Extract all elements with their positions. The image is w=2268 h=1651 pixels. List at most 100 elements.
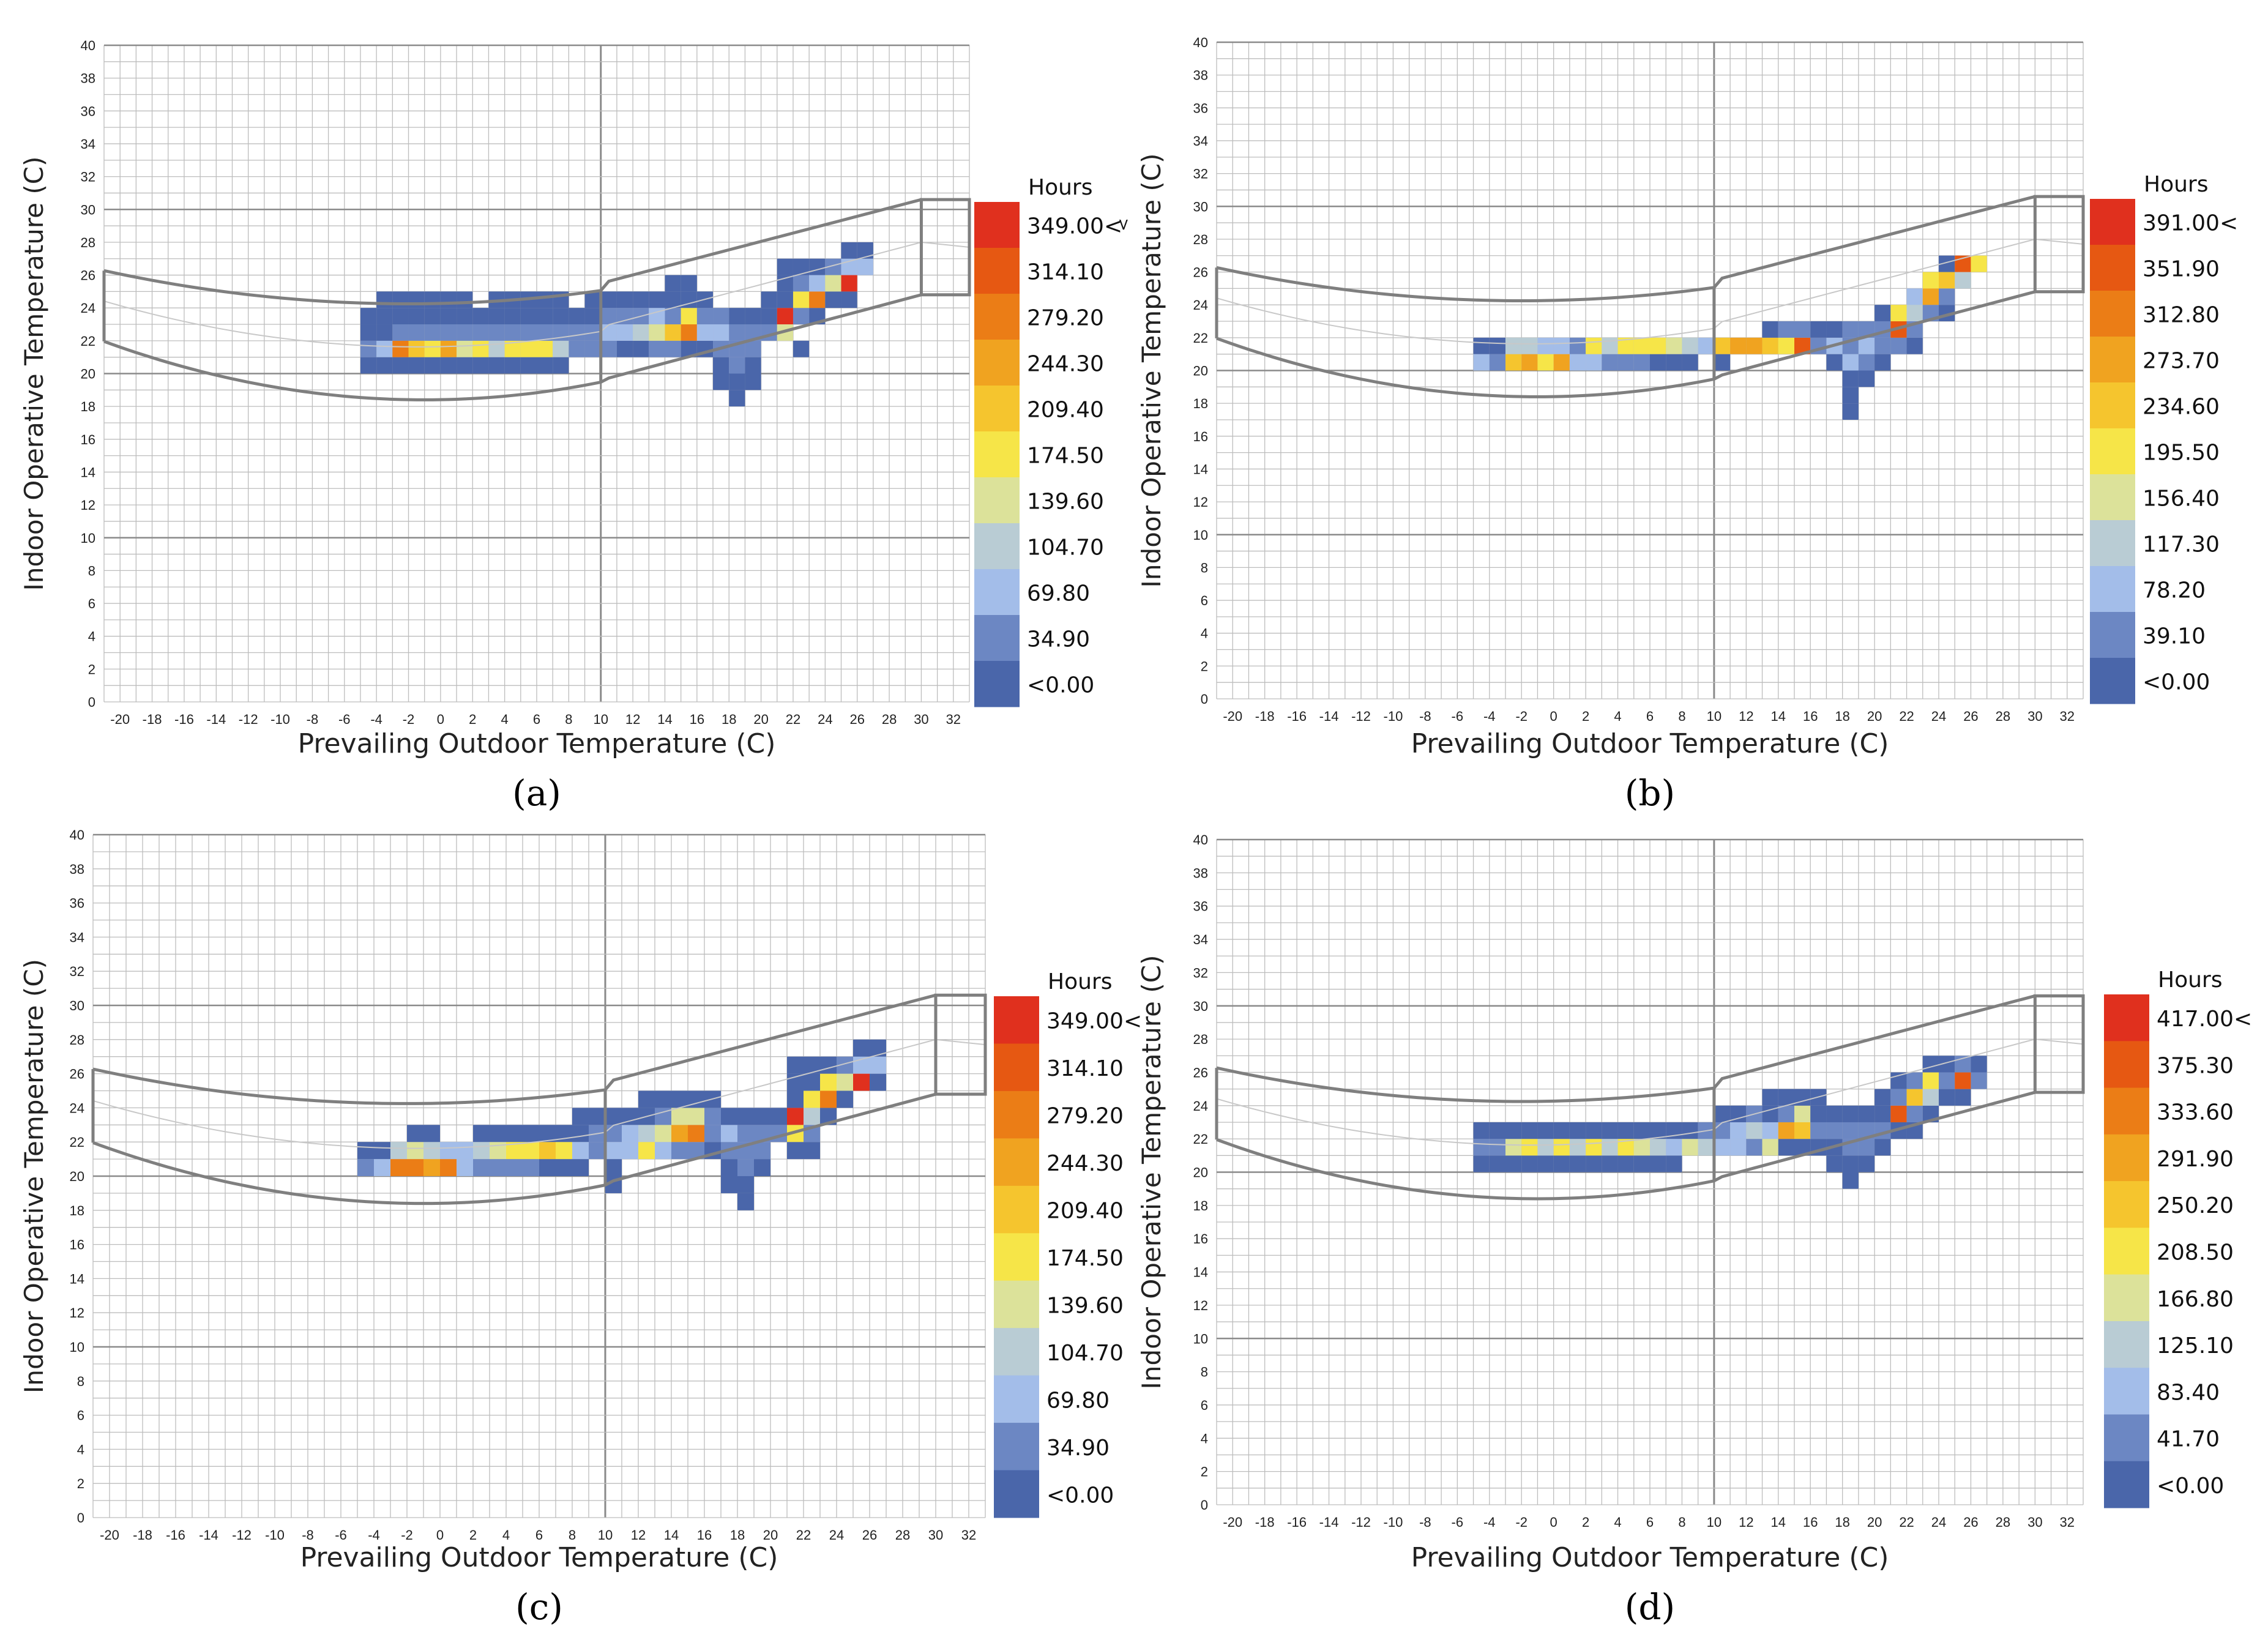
y-tick-label: 36 (81, 103, 95, 119)
y-tick-label: 36 (1193, 899, 1208, 914)
colorbar-label: <0.00 (2157, 1474, 2224, 1499)
colorbar-label: 244.30 (1046, 1151, 1124, 1176)
heat-cell (1778, 1105, 1794, 1122)
x-tick-label: -12 (232, 1527, 252, 1543)
x-tick-label: 4 (501, 712, 509, 727)
colorbar-swatch (974, 248, 1020, 294)
heat-cell (1586, 1155, 1602, 1172)
x-tick-label: 12 (631, 1527, 646, 1543)
heat-cell (1730, 1122, 1747, 1139)
heat-cell (1714, 1139, 1731, 1156)
comfort-lower-limit (1216, 1090, 2035, 1201)
comfort-end-box (934, 993, 987, 1096)
heat-cell (633, 340, 649, 357)
heat-cell (1473, 337, 1490, 354)
heat-cell (804, 1142, 820, 1160)
heat-cell (1762, 1122, 1778, 1139)
x-tick-label: -20 (1223, 709, 1242, 724)
heat-cell (721, 1108, 737, 1125)
heat-cell (424, 308, 441, 325)
x-tick-label: 10 (593, 712, 608, 727)
x-tick-label: -16 (1287, 709, 1307, 724)
heat-cell (1489, 337, 1505, 354)
heat-cell (787, 1108, 804, 1125)
heat-cell (825, 291, 841, 308)
x-tick-label: -20 (100, 1527, 119, 1543)
heat-cell (1521, 1122, 1538, 1139)
x-tick-label: 24 (829, 1527, 844, 1543)
heat-cell (793, 291, 810, 308)
x-tick-label: -18 (133, 1527, 152, 1543)
x-tick-label: 4 (502, 1527, 510, 1543)
heat-cell (1858, 370, 1875, 387)
y-tick-label: 18 (70, 1203, 84, 1218)
colorbar-title: Hours (2158, 967, 2222, 993)
heat-cell (440, 1159, 457, 1176)
heat-cell (1586, 1122, 1602, 1139)
comfort-center-line (1216, 1038, 2084, 1146)
colorbar-label: 117.30 (2143, 532, 2220, 557)
heat-cell (1586, 1139, 1602, 1156)
x-tick-label: 24 (1931, 709, 1946, 724)
heat-cell (392, 324, 409, 341)
y-tick-label: 10 (81, 531, 95, 546)
heat-cell (671, 1108, 688, 1125)
heat-cell (1714, 337, 1731, 354)
heat-cell (390, 1159, 407, 1176)
heat-cell (473, 1142, 490, 1160)
heat-cell (1939, 288, 1955, 305)
x-tick-label: -20 (1223, 1515, 1242, 1530)
x-tick-label: -10 (1384, 709, 1403, 724)
heat-cell (1762, 337, 1778, 354)
heat-cell (605, 1108, 622, 1125)
colorbar-label: 139.60 (1046, 1293, 1124, 1318)
colorbar-swatch (994, 996, 1039, 1044)
heat-cell (1666, 354, 1682, 371)
heat-cell (1473, 354, 1490, 371)
y-tick-label: 4 (88, 629, 95, 644)
y-tick-label: 20 (1193, 1165, 1208, 1180)
comfort-end-box (2033, 195, 2085, 294)
colorbar-extra-mark: < (1114, 218, 1133, 231)
heat-cell (1906, 1072, 1923, 1089)
heat-cell (777, 291, 793, 308)
x-tick-label: 32 (2060, 1515, 2075, 1530)
y-tick-label: 12 (81, 498, 95, 513)
colorbar-label: 139.60 (1027, 490, 1104, 515)
heat-cell (671, 1142, 688, 1160)
panel-label: (c) (515, 1586, 563, 1628)
y-tick-label: 0 (88, 695, 95, 710)
heat-cell (1633, 1155, 1650, 1172)
heat-cell (841, 291, 857, 308)
x-tick-label: -14 (199, 1527, 218, 1543)
x-tick-label: 26 (1963, 709, 1978, 724)
x-tick-label: 32 (946, 712, 961, 727)
heat-cell (537, 357, 553, 374)
heat-cell (737, 1108, 754, 1125)
colorbar: 349.00< 314.10 279.20 244.30 209.40 174.50 139… (994, 969, 1142, 1518)
heat-cell (1746, 1122, 1763, 1139)
y-axis-label: Indoor Operative Temperature (C) (19, 959, 49, 1393)
heat-cell (1922, 1089, 1939, 1106)
heat-cell (745, 357, 761, 374)
y-tick-label: 28 (81, 235, 95, 250)
heat-cell (1778, 1122, 1794, 1139)
heat-cell (681, 275, 697, 292)
colorbar-label: 375.30 (2157, 1053, 2234, 1078)
heat-cell (1537, 354, 1554, 371)
heat-cell (553, 340, 569, 357)
heat-cell (787, 1142, 804, 1160)
x-tick-label: 8 (1678, 1515, 1685, 1530)
heat-cell (488, 324, 505, 341)
x-tick-label: -12 (239, 712, 258, 727)
heat-cell (804, 1090, 820, 1108)
colorbar-label: 312.80 (2143, 303, 2220, 328)
colorbar-label: 39.10 (2143, 624, 2206, 649)
x-tick-label: 22 (1899, 1515, 1914, 1530)
heat-cell (1874, 1139, 1891, 1156)
y-tick-label: 6 (1201, 593, 1208, 608)
x-tick-label: -12 (1351, 1515, 1371, 1530)
heat-cell (1922, 1072, 1939, 1089)
colorbar-swatch (2090, 291, 2135, 337)
